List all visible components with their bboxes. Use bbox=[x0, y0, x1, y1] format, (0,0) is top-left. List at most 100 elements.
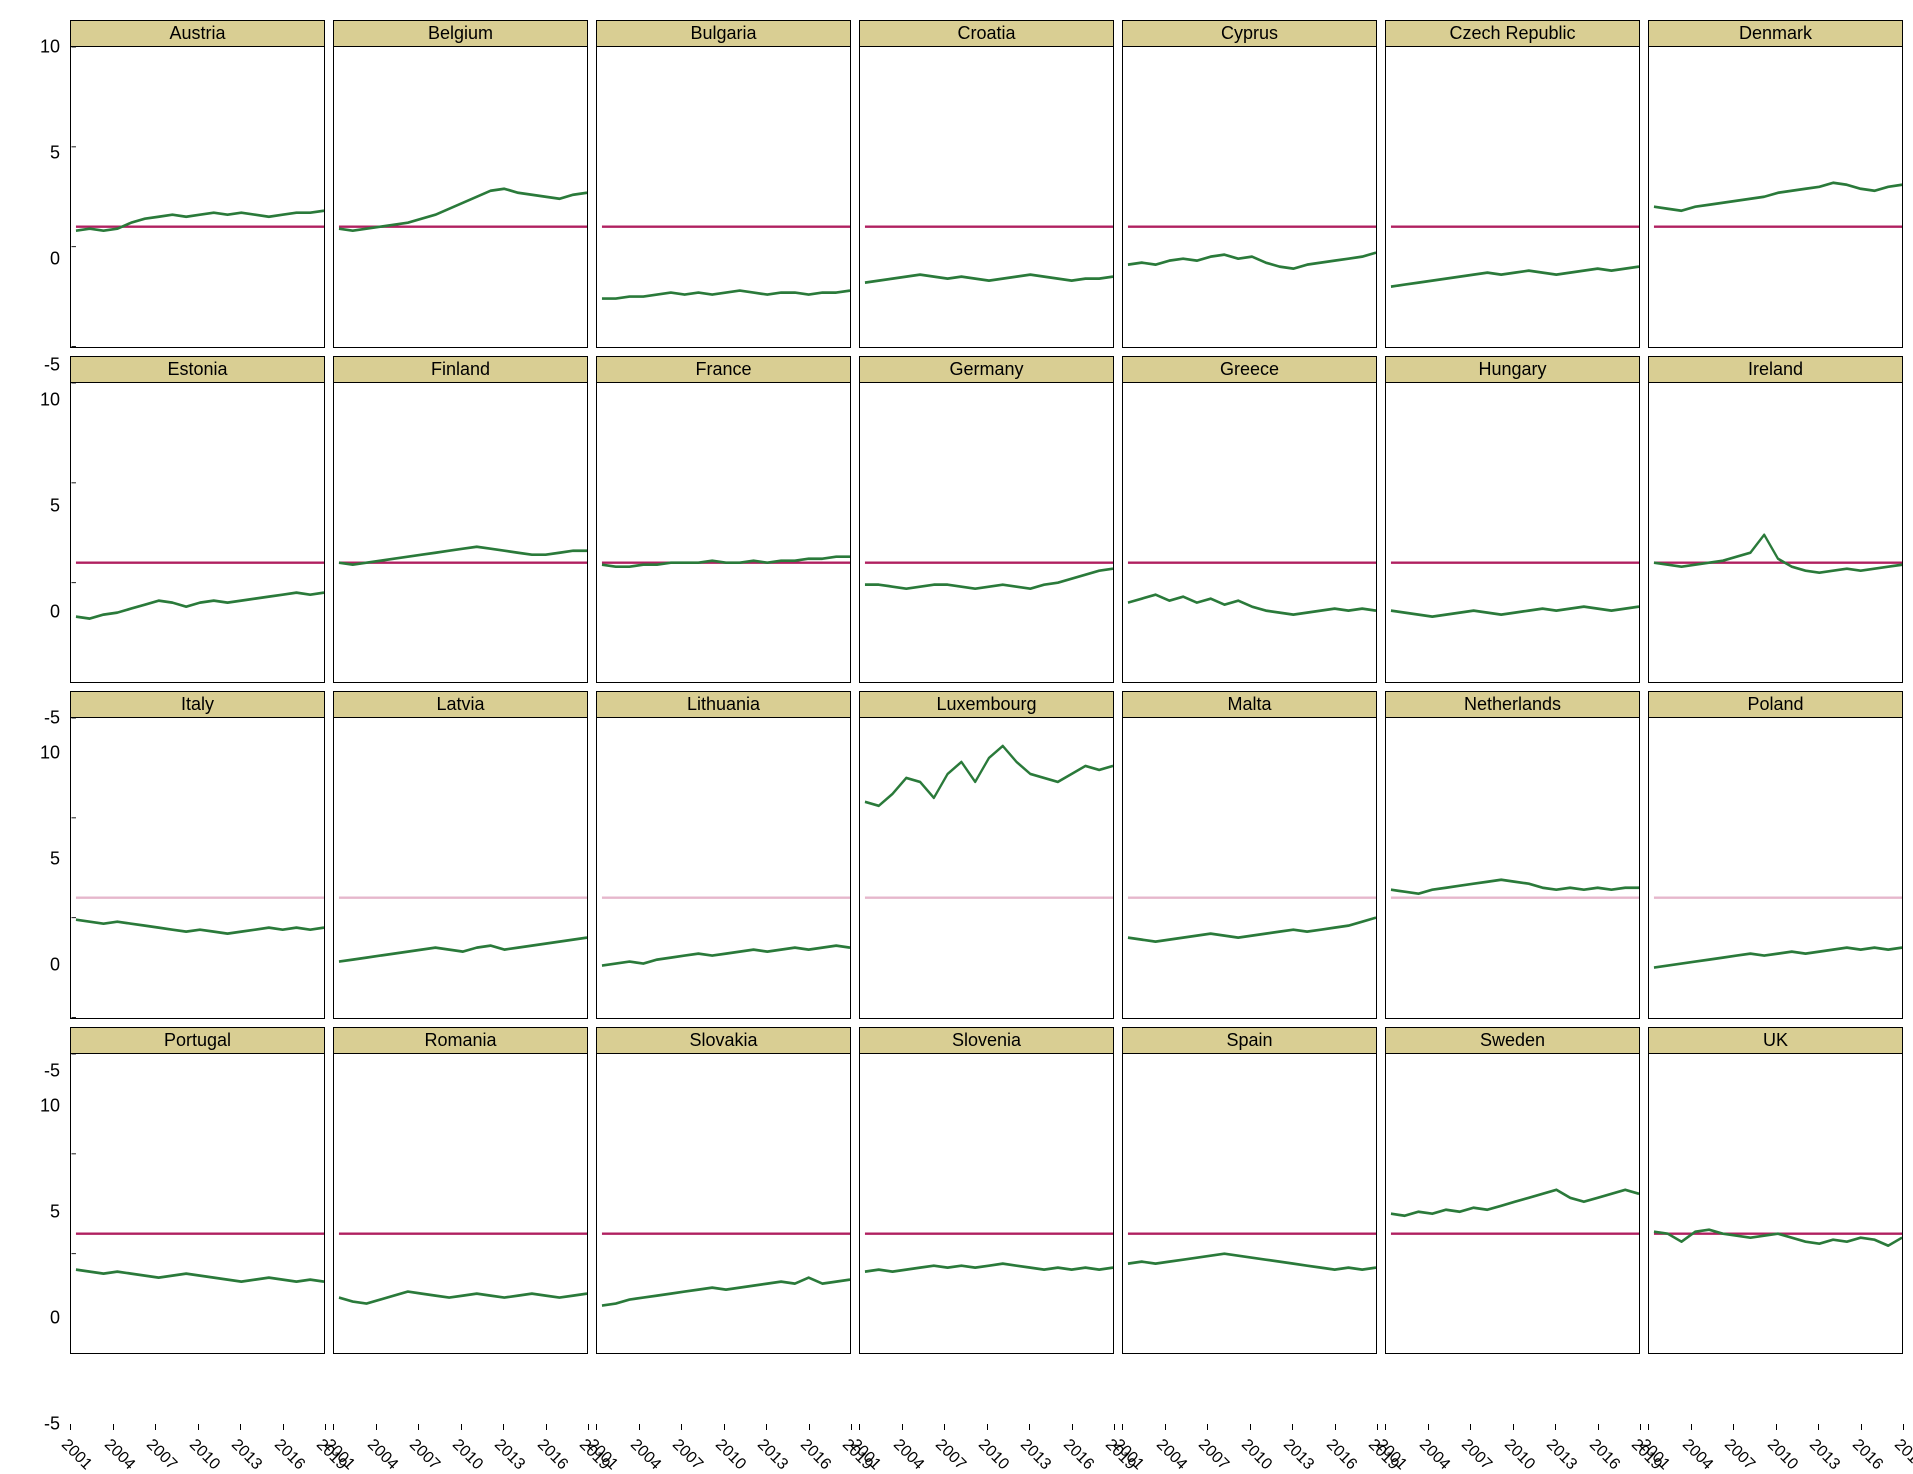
panel: Austria bbox=[70, 20, 325, 348]
x-axis-tick-mark bbox=[1555, 1424, 1556, 1430]
data-line bbox=[865, 746, 1113, 806]
y-axis-tick-label: 5 bbox=[20, 1202, 60, 1223]
panel-plot bbox=[859, 383, 1114, 684]
panel-title: Netherlands bbox=[1385, 691, 1640, 718]
x-axis-tick-label: 2010 bbox=[1500, 1436, 1538, 1474]
data-line bbox=[339, 189, 587, 231]
data-line bbox=[602, 291, 850, 299]
y-axis-tick-label: 0 bbox=[20, 1308, 60, 1329]
y-axis-tick-label: -5 bbox=[20, 708, 60, 729]
data-line bbox=[1128, 253, 1376, 269]
data-line bbox=[1391, 267, 1639, 287]
panel: Slovenia bbox=[859, 1027, 1114, 1355]
panel-plot bbox=[70, 1054, 325, 1355]
panel-plot bbox=[333, 718, 588, 1019]
panel-title: Ireland bbox=[1648, 356, 1903, 383]
panel-plot bbox=[1122, 718, 1377, 1019]
panel: Poland bbox=[1648, 691, 1903, 1019]
data-line bbox=[1128, 1253, 1376, 1269]
x-axis-tick-label: 2007 bbox=[405, 1436, 443, 1474]
panel: Cyprus bbox=[1122, 20, 1377, 348]
x-axis-tick-label: 2016 bbox=[533, 1436, 571, 1474]
panel: Czech Republic bbox=[1385, 20, 1640, 348]
x-axis-tick-label: 2010 bbox=[711, 1436, 749, 1474]
panel: Estonia bbox=[70, 356, 325, 684]
data-line bbox=[76, 1269, 324, 1281]
data-line bbox=[76, 920, 324, 934]
panel-plot bbox=[333, 47, 588, 348]
x-axis-tick-mark bbox=[987, 1424, 988, 1430]
x-axis-tick-mark bbox=[546, 1424, 547, 1430]
x-axis-tick-mark bbox=[70, 1424, 71, 1430]
x-axis-tick-label: 2010 bbox=[448, 1436, 486, 1474]
x-axis-tick-label: 2016 bbox=[1585, 1436, 1623, 1474]
panel-title: Estonia bbox=[70, 356, 325, 383]
x-axis-tick-label: 2007 bbox=[1194, 1436, 1232, 1474]
panel-title: Latvia bbox=[333, 691, 588, 718]
data-line bbox=[865, 275, 1113, 283]
panel-title: Belgium bbox=[333, 20, 588, 47]
panel: Sweden bbox=[1385, 1027, 1640, 1355]
x-axis-tick-mark bbox=[1385, 1424, 1386, 1430]
panel-title: Portugal bbox=[70, 1027, 325, 1054]
x-axis-tick-mark bbox=[240, 1424, 241, 1430]
panel-plot bbox=[859, 1054, 1114, 1355]
panel: Finland bbox=[333, 356, 588, 684]
data-line bbox=[602, 946, 850, 966]
panel-plot bbox=[70, 383, 325, 684]
panel: Belgium bbox=[333, 20, 588, 348]
panel-title: Greece bbox=[1122, 356, 1377, 383]
x-axis-tick-mark bbox=[155, 1424, 156, 1430]
x-axis-tick-mark bbox=[1470, 1424, 1471, 1430]
panel-plot bbox=[596, 718, 851, 1019]
y-axis-tick-label: 10 bbox=[20, 390, 60, 411]
x-axis-tick-label: 2016 bbox=[1059, 1436, 1097, 1474]
x-axis-tick-mark bbox=[1818, 1424, 1819, 1430]
panel-plot bbox=[1648, 383, 1903, 684]
panel-plot bbox=[70, 47, 325, 348]
y-axis-tick-label: 0 bbox=[20, 955, 60, 976]
data-line bbox=[602, 1277, 850, 1305]
panel: France bbox=[596, 356, 851, 684]
x-axis-tick-mark bbox=[198, 1424, 199, 1430]
x-axis-tick-mark bbox=[1250, 1424, 1251, 1430]
data-line bbox=[1654, 1229, 1902, 1245]
x-axis-tick-mark bbox=[1072, 1424, 1073, 1430]
y-axis-tick-label: 10 bbox=[20, 1096, 60, 1117]
x-axis-tick-label: 2007 bbox=[142, 1436, 180, 1474]
data-line bbox=[1391, 1189, 1639, 1215]
x-axis-tick-label: 2007 bbox=[1720, 1436, 1758, 1474]
panel-plot bbox=[1122, 1054, 1377, 1355]
x-axis-tick-label: 2001 bbox=[320, 1436, 358, 1474]
data-line bbox=[76, 592, 324, 618]
x-axis-tick-mark bbox=[1428, 1424, 1429, 1430]
panel-title: Austria bbox=[70, 20, 325, 47]
x-axis-tick-label: 2007 bbox=[931, 1436, 969, 1474]
panel-title: Slovakia bbox=[596, 1027, 851, 1054]
panel-plot bbox=[596, 1054, 851, 1355]
panel: Germany bbox=[859, 356, 1114, 684]
x-axis-tick-mark bbox=[596, 1424, 597, 1430]
panel-title: Luxembourg bbox=[859, 691, 1114, 718]
x-axis-tick-mark bbox=[418, 1424, 419, 1430]
x-axis-tick-mark bbox=[1207, 1424, 1208, 1430]
data-line bbox=[865, 568, 1113, 588]
panel: Greece bbox=[1122, 356, 1377, 684]
x-axis-tick-mark bbox=[1903, 1424, 1904, 1430]
x-axis-tick-mark bbox=[333, 1424, 334, 1430]
panel-plot bbox=[1385, 718, 1640, 1019]
panel-title: France bbox=[596, 356, 851, 383]
panel: Italy bbox=[70, 691, 325, 1019]
panel-plot bbox=[1648, 47, 1903, 348]
data-line bbox=[1654, 948, 1902, 968]
x-axis-tick-label: 2004 bbox=[1678, 1436, 1716, 1474]
panel-title: Czech Republic bbox=[1385, 20, 1640, 47]
data-line bbox=[339, 1291, 587, 1303]
x-axis-tick-label: 2016 bbox=[796, 1436, 834, 1474]
x-axis-tick-label: 2001 bbox=[57, 1436, 95, 1474]
panel-plot bbox=[859, 47, 1114, 348]
panel-title: Hungary bbox=[1385, 356, 1640, 383]
x-axis-tick-mark bbox=[859, 1424, 860, 1430]
x-axis-tick-label: 2016 bbox=[1322, 1436, 1360, 1474]
data-line bbox=[1654, 183, 1902, 211]
